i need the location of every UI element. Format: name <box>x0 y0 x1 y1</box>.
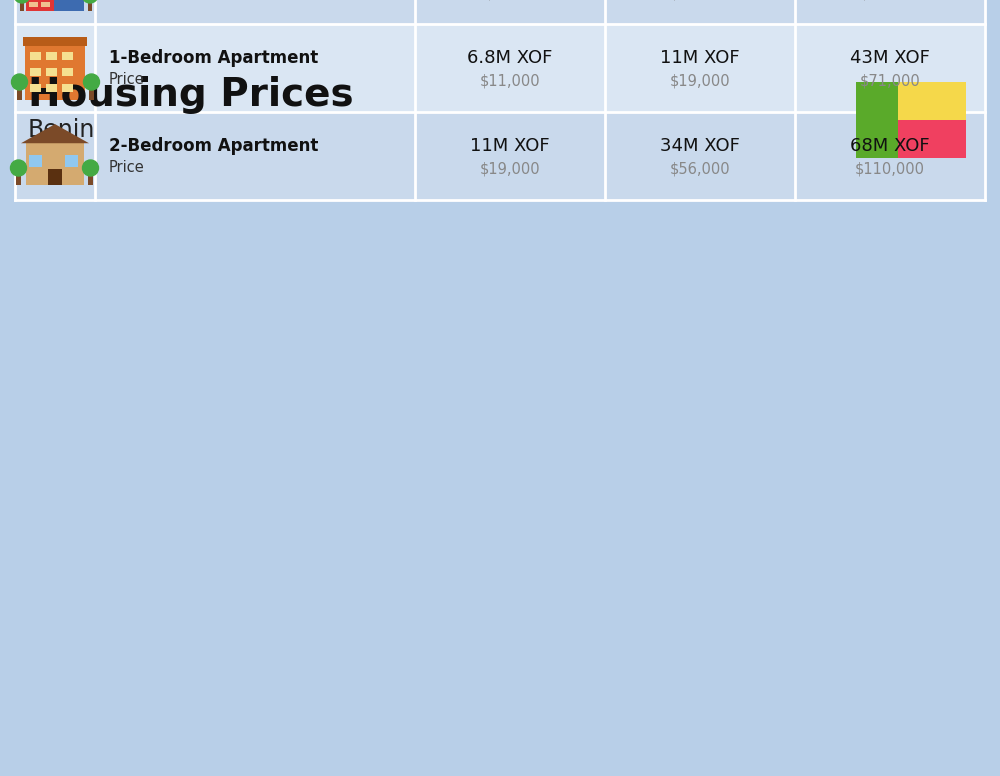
FancyBboxPatch shape <box>95 24 415 112</box>
Text: Price: Price <box>109 72 145 88</box>
FancyBboxPatch shape <box>795 24 985 112</box>
FancyBboxPatch shape <box>795 0 985 24</box>
FancyBboxPatch shape <box>415 24 605 112</box>
Text: 43M XOF: 43M XOF <box>850 49 930 67</box>
FancyBboxPatch shape <box>25 43 85 100</box>
FancyBboxPatch shape <box>605 24 795 112</box>
FancyBboxPatch shape <box>20 2 24 11</box>
FancyBboxPatch shape <box>46 84 57 92</box>
FancyBboxPatch shape <box>29 155 42 168</box>
Text: 34M XOF: 34M XOF <box>660 137 740 155</box>
Text: $11,000: $11,000 <box>480 74 540 88</box>
Text: $19,000: $19,000 <box>480 161 540 176</box>
Circle shape <box>82 160 98 176</box>
FancyBboxPatch shape <box>16 176 21 185</box>
FancyBboxPatch shape <box>30 68 41 76</box>
FancyBboxPatch shape <box>26 144 84 185</box>
Polygon shape <box>21 124 89 144</box>
Text: 11M XOF: 11M XOF <box>470 137 550 155</box>
FancyBboxPatch shape <box>26 0 54 11</box>
FancyBboxPatch shape <box>46 52 57 60</box>
FancyBboxPatch shape <box>23 37 87 47</box>
Circle shape <box>10 160 26 176</box>
FancyBboxPatch shape <box>415 112 605 200</box>
FancyBboxPatch shape <box>15 0 95 24</box>
FancyBboxPatch shape <box>898 120 966 158</box>
FancyBboxPatch shape <box>48 169 62 185</box>
FancyBboxPatch shape <box>88 176 93 185</box>
Text: 1-Bedroom Apartment: 1-Bedroom Apartment <box>109 49 318 67</box>
Text: 11M XOF: 11M XOF <box>660 49 740 67</box>
Text: 68M XOF: 68M XOF <box>850 137 930 155</box>
Text: Price: Price <box>109 161 145 175</box>
FancyBboxPatch shape <box>17 90 22 100</box>
Text: Housing Prices: Housing Prices <box>28 76 354 114</box>
FancyBboxPatch shape <box>856 82 898 158</box>
FancyBboxPatch shape <box>29 2 38 7</box>
FancyBboxPatch shape <box>30 52 41 60</box>
Text: 6.8M XOF: 6.8M XOF <box>467 49 553 67</box>
FancyBboxPatch shape <box>898 82 966 120</box>
Text: $71,000: $71,000 <box>860 74 920 88</box>
FancyBboxPatch shape <box>46 68 57 76</box>
FancyBboxPatch shape <box>62 84 73 92</box>
FancyBboxPatch shape <box>95 112 415 200</box>
Circle shape <box>82 0 98 3</box>
FancyBboxPatch shape <box>41 2 50 7</box>
FancyBboxPatch shape <box>415 0 605 24</box>
FancyBboxPatch shape <box>95 0 415 24</box>
FancyBboxPatch shape <box>795 112 985 200</box>
FancyBboxPatch shape <box>89 90 94 100</box>
FancyBboxPatch shape <box>26 0 84 11</box>
FancyBboxPatch shape <box>605 0 795 24</box>
FancyBboxPatch shape <box>65 155 78 168</box>
FancyBboxPatch shape <box>88 2 92 11</box>
Circle shape <box>84 74 100 90</box>
Text: $56,000: $56,000 <box>670 161 730 176</box>
FancyBboxPatch shape <box>15 24 95 112</box>
FancyBboxPatch shape <box>30 84 41 92</box>
Text: $19,000: $19,000 <box>670 74 730 88</box>
FancyBboxPatch shape <box>62 52 73 60</box>
Circle shape <box>14 0 30 3</box>
Text: 2-Bedroom Apartment: 2-Bedroom Apartment <box>109 137 318 155</box>
FancyBboxPatch shape <box>62 68 73 76</box>
FancyBboxPatch shape <box>605 112 795 200</box>
Text: $110,000: $110,000 <box>855 161 925 176</box>
FancyBboxPatch shape <box>15 112 95 200</box>
Text: Benin: Benin <box>28 118 95 142</box>
Circle shape <box>12 74 28 90</box>
